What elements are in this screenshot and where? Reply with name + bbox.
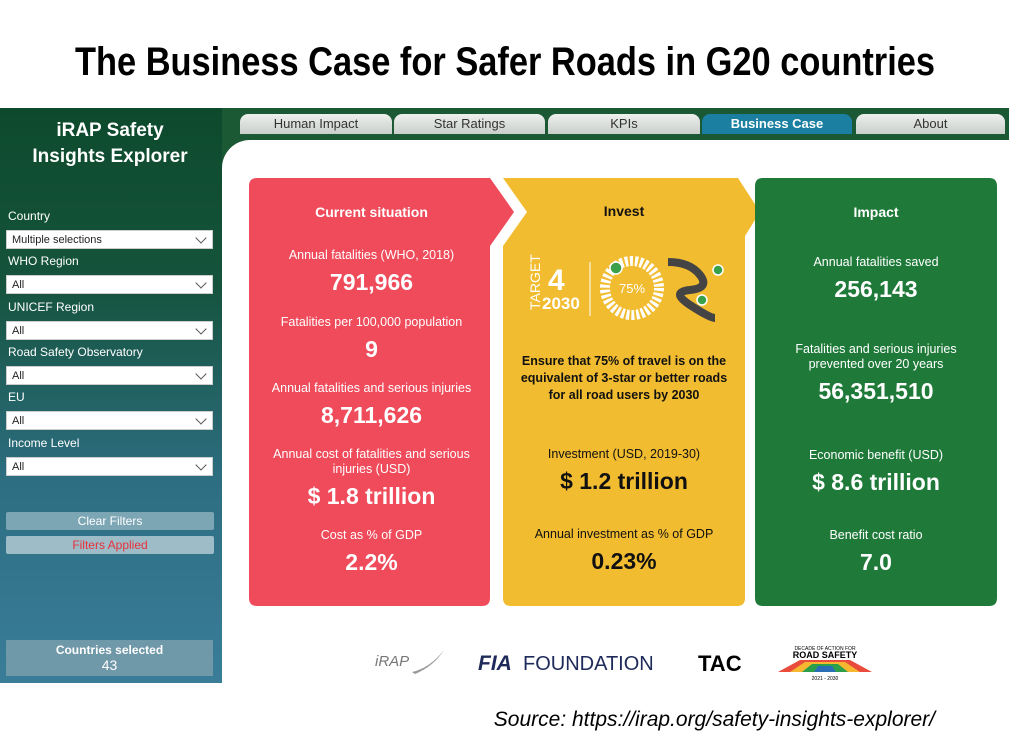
tab[interactable]: Star Ratings (394, 114, 545, 134)
metric-value: 9 (365, 336, 378, 362)
metric-value: 2.2% (345, 549, 398, 575)
clear-filters-button[interactable]: Clear Filters (6, 512, 214, 530)
metric-label: Fatalities per 100,000 population (280, 315, 463, 329)
impact-title: Impact (853, 204, 899, 220)
tab[interactable]: Human Impact (240, 114, 392, 134)
foundation-logo: FOUNDATION (523, 653, 654, 675)
countries-label: Countries selected (55, 643, 164, 657)
irap-logo: iRAP (375, 653, 409, 670)
filter-select[interactable]: All (6, 365, 213, 385)
logos: iRAP FIA FOUNDATION TAC DECADE OF ACTION… (375, 646, 872, 682)
target-percent: 75% (619, 281, 645, 296)
target-year: 2030 (542, 294, 580, 313)
metric-value: 256,143 (834, 276, 918, 302)
metric-label: Fatalities and serious injuries prevente… (795, 342, 957, 371)
decade-top: DECADE OF ACTION FOR (794, 646, 856, 652)
target-graphic: TARGET 4 2030 75% (527, 254, 724, 322)
target-number: 4 (548, 264, 565, 297)
decade-years: 2021 - 2030 (812, 676, 839, 682)
metric-value: 7.0 (860, 549, 892, 575)
filter-label: UNICEF Region (8, 299, 95, 314)
app-title: iRAP Safety Insights Explorer (32, 120, 188, 167)
sidebar (0, 108, 222, 683)
metric-label: Annual fatalities (WHO, 2018) (288, 248, 455, 262)
fia-logo: FIA (478, 652, 512, 675)
invest-statement: Ensure that 75% of travel is on the equi… (520, 354, 728, 402)
metric-label: Annual investment as % of GDP (534, 527, 714, 541)
metric-value: $ 1.8 trillion (307, 483, 436, 509)
current-title: Current situation (315, 204, 428, 220)
metric-label: Cost as % of GDP (320, 528, 423, 542)
decade-main: ROAD SAFETY (793, 650, 858, 660)
page-title: The Business Case for Safer Roads in G20… (75, 40, 935, 84)
metric-value: $ 8.6 trillion (812, 469, 940, 495)
filter-label: Road Safety Observatory (8, 344, 143, 359)
filter-select[interactable]: All (6, 320, 213, 340)
filter-status: Filters Applied (6, 536, 214, 554)
metric-label: Investment (USD, 2019-30) (547, 447, 701, 461)
countries-value: 43 (101, 657, 118, 673)
filter-select[interactable]: All (6, 411, 213, 431)
filter-select[interactable]: All (6, 456, 213, 476)
metric-value: 56,351,510 (818, 378, 934, 404)
filter-label: Country (8, 209, 51, 223)
header: The Business Case for Safer Roads in G20… (75, 40, 935, 84)
metric-value: 8,711,626 (320, 402, 423, 428)
metric-label: Benefit cost ratio (829, 528, 923, 542)
metric-value: 0.23% (591, 548, 657, 574)
countries-selected: Countries selected 43 (6, 640, 213, 676)
tab[interactable]: KPIs (548, 114, 700, 134)
invest-title: Invest (603, 203, 645, 219)
impact-panel (755, 178, 997, 606)
filter-label: EU (8, 390, 25, 405)
metric-value: $ 1.2 trillion (560, 468, 688, 494)
tac-logo: TAC (698, 651, 742, 676)
current-panel (249, 178, 514, 606)
tab[interactable]: Business Case (702, 114, 852, 134)
filter-select[interactable]: All (6, 275, 213, 295)
metric-label: Annual cost of fatalities and serious in… (273, 447, 470, 476)
metric-label: Annual fatalities saved (813, 255, 939, 269)
metric-label: Economic benefit (USD) (808, 448, 944, 462)
filter-select[interactable]: Multiple selections (6, 230, 213, 249)
target-label: TARGET (527, 254, 543, 310)
metric-value: 791,966 (329, 269, 414, 295)
tab[interactable]: About (856, 114, 1005, 134)
source: Source: https://irap.org/safety-insights… (494, 708, 937, 731)
metric-label: Annual fatalities and serious injuries (271, 381, 472, 395)
filter-label: WHO Region (8, 254, 79, 269)
filter-label: Income Level (8, 435, 80, 450)
